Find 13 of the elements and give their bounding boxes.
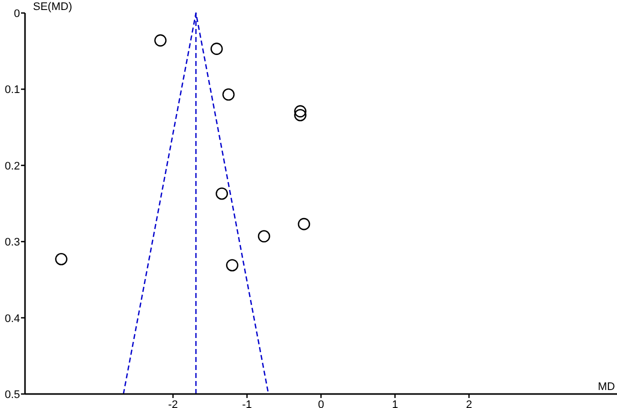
x-axis-title: MD <box>598 381 616 393</box>
y-tick-label: 0.1 <box>4 84 20 96</box>
x-tick-label: 2 <box>466 399 472 408</box>
y-tick-label: 0.4 <box>4 312 20 325</box>
y-tick-label: 0 <box>14 8 20 20</box>
y-tick-label: 0.5 <box>4 389 20 401</box>
y-tick-label: 0.2 <box>4 160 20 172</box>
y-axis-title: SE(MD) <box>33 1 72 13</box>
x-tick-label: 1 <box>392 399 398 408</box>
x-tick-label: 0 <box>318 399 324 408</box>
y-tick-label: 0.3 <box>4 236 20 249</box>
x-tick-label: -1 <box>242 399 252 408</box>
x-tick-label: -2 <box>168 399 178 408</box>
